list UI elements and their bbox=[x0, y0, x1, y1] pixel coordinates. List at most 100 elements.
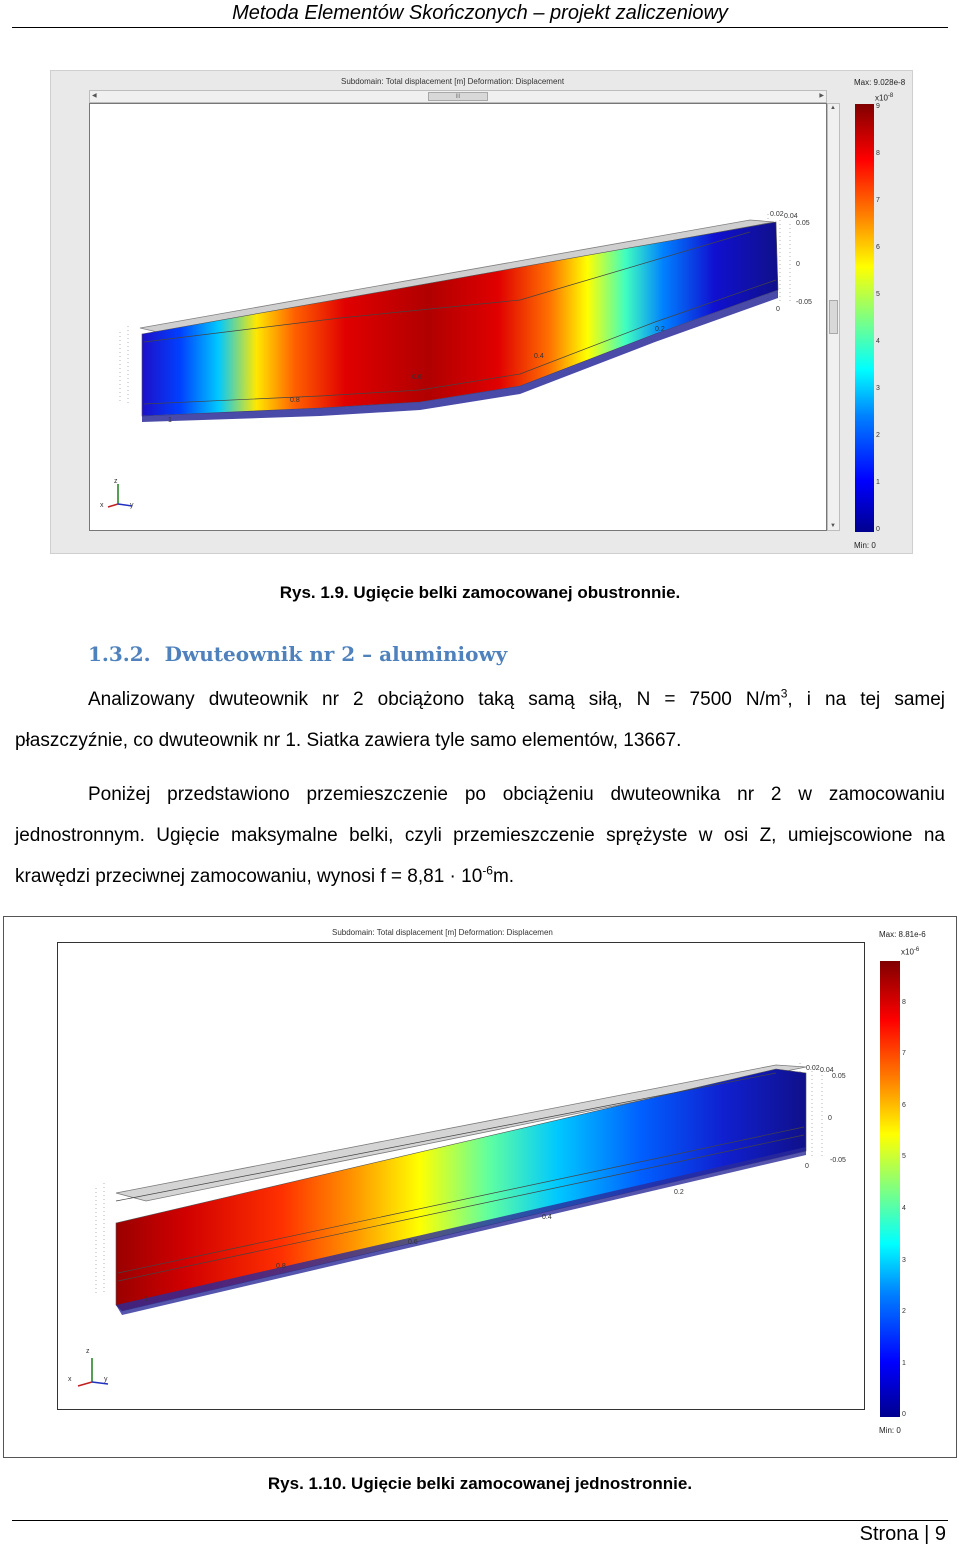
colorbar-tick: 9 bbox=[876, 103, 880, 110]
plot-canvas[interactable]: 1 0.8 0.6 0.4 0.2 0 0.05 0 -0.05 0.04 0.… bbox=[89, 103, 827, 531]
beam-edge-lines bbox=[143, 231, 777, 405]
section-heading: 1.3.2. Dwuteownik nr 2 – aluminiowy bbox=[88, 642, 507, 666]
section-number: 1.3.2. bbox=[88, 642, 151, 666]
beam-label-z1: 0.04 bbox=[820, 1067, 834, 1074]
axis-triad-icon bbox=[107, 484, 133, 508]
colorbar-exponent: x10-8 bbox=[875, 93, 894, 103]
axis-triad-icon bbox=[77, 1358, 109, 1387]
beam-label-z1: 0.04 bbox=[784, 213, 798, 220]
colorbar-min: Min: 0 bbox=[854, 541, 876, 550]
colorbar-tick: 2 bbox=[902, 1308, 906, 1315]
beam-label-x0: 1 bbox=[144, 1296, 148, 1303]
dimension-grid bbox=[119, 214, 791, 406]
beam-render bbox=[95, 1063, 823, 1315]
section-title: Dwuteownik nr 2 – aluminiowy bbox=[164, 642, 508, 666]
page-label: Strona bbox=[859, 1523, 919, 1545]
colorbar-tick: 7 bbox=[876, 197, 880, 204]
colorbar-tick: 4 bbox=[902, 1205, 906, 1212]
colorbar-tick: 5 bbox=[876, 291, 880, 298]
colorbar bbox=[880, 961, 900, 1417]
colorbar-tick: 8 bbox=[876, 150, 880, 157]
page-header: Metoda Elementów Skończonych – projekt z… bbox=[232, 2, 728, 24]
beam-label-x2: 0.6 bbox=[412, 374, 422, 381]
colorbar-tick: 6 bbox=[902, 1102, 906, 1109]
figure-1: Subdomain: Total displacement [m] Deform… bbox=[50, 70, 913, 554]
axis-label-x: x bbox=[100, 502, 104, 509]
beam-label-y3: -0.05 bbox=[796, 299, 812, 306]
horizontal-scrollbar[interactable]: ◀ III ▶ bbox=[89, 90, 827, 103]
scroll-left-icon[interactable]: ◀ bbox=[92, 93, 97, 99]
scroll-down-icon[interactable]: ▼ bbox=[830, 523, 836, 529]
beam-body bbox=[141, 221, 779, 417]
figure-1-caption: Rys. 1.9. Ugięcie belki zamocowanej obus… bbox=[279, 583, 681, 602]
beam-render bbox=[119, 214, 791, 422]
colorbar-tick: 4 bbox=[876, 338, 880, 345]
plot-title: Subdomain: Total displacement [m] Deform… bbox=[341, 77, 565, 86]
scrollbar-thumb[interactable]: III bbox=[428, 92, 488, 101]
paragraph-line: jednostronnym. Ugięcie maksymalne belki,… bbox=[15, 825, 945, 846]
beam-label-x3: 0.4 bbox=[534, 353, 544, 360]
beam-label-y2: 0 bbox=[796, 261, 800, 268]
colorbar bbox=[855, 104, 874, 532]
colorbar-tick: 3 bbox=[902, 1257, 906, 1264]
beam-top-flange bbox=[115, 1064, 807, 1202]
colorbar-tick: 0 bbox=[902, 1411, 906, 1418]
colorbar-tick: 1 bbox=[876, 479, 880, 486]
colorbar-min: Min: 0 bbox=[879, 1426, 901, 1435]
axis-label-y: y bbox=[104, 1376, 108, 1383]
beam-label-x1: 0.8 bbox=[290, 397, 300, 404]
plot-canvas[interactable]: 1 0.8 0.6 0.4 0.2 0 0.05 0 -0.05 0.04 0.… bbox=[57, 942, 865, 1410]
scroll-up-icon[interactable]: ▲ bbox=[830, 105, 836, 111]
colorbar-exponent: x10-6 bbox=[901, 947, 920, 957]
colorbar-tick: 6 bbox=[876, 244, 880, 251]
paragraph-line: Analizowany dwuteownik nr 2 obciążono ta… bbox=[88, 686, 946, 710]
vertical-scrollbar-thumb[interactable] bbox=[829, 300, 838, 334]
beam-bottom-flange bbox=[116, 1147, 806, 1315]
paragraph-line: płaszczyźnie, co dwuteownik nr 1. Siatka… bbox=[15, 730, 682, 751]
colorbar-tick: 0 bbox=[876, 526, 880, 533]
beam-edge-lines bbox=[115, 1072, 805, 1282]
beam-label-y1: 0.05 bbox=[796, 220, 810, 227]
axis-label-z: z bbox=[114, 478, 118, 485]
colorbar-tick: 3 bbox=[876, 385, 880, 392]
beam-bottom-flange bbox=[142, 290, 778, 422]
paragraph-1: Analizowany dwuteownik nr 2 obciążono ta… bbox=[15, 679, 945, 761]
beam-label-x3: 0.4 bbox=[542, 1214, 552, 1221]
page-number: 9 bbox=[934, 1523, 946, 1545]
beam-label-x4: 0.2 bbox=[655, 326, 665, 333]
colorbar-tick: 5 bbox=[902, 1153, 906, 1160]
paragraph-line: krawędzi przeciwnej zamocowaniu, wynosi … bbox=[15, 863, 515, 887]
plot-title: Subdomain: Total displacement [m] Deform… bbox=[332, 928, 553, 937]
beam-label-x2: 0.6 bbox=[408, 1239, 418, 1246]
beam-label-x0: 1 bbox=[168, 417, 172, 424]
colorbar-max: Max: 8.81e-6 bbox=[879, 930, 926, 939]
colorbar-max: Max: 9.028e-8 bbox=[854, 78, 906, 87]
footer-rule bbox=[12, 1520, 948, 1521]
beam-label-x5: 0 bbox=[805, 1163, 809, 1170]
beam-label-x5: 0 bbox=[776, 306, 780, 313]
axis-label-z: z bbox=[86, 1348, 90, 1355]
axis-label-y: y bbox=[130, 502, 134, 509]
beam-label-y2: 0 bbox=[828, 1115, 832, 1122]
colorbar-tick: 7 bbox=[902, 1050, 906, 1057]
page-footer: Strona | 9 bbox=[860, 1523, 946, 1546]
header-rule bbox=[12, 27, 948, 28]
paragraph-line: Poniżej przedstawiono przemieszczenie po… bbox=[88, 784, 945, 805]
colorbar-tick: 2 bbox=[876, 432, 880, 439]
scroll-right-icon[interactable]: ▶ bbox=[819, 93, 824, 99]
beam-label-y3: -0.05 bbox=[830, 1157, 846, 1164]
beam-label-z2: 0.02 bbox=[806, 1065, 820, 1072]
figure-2-caption: Rys. 1.10. Ugięcie belki zamocowanej jed… bbox=[267, 1474, 693, 1493]
colorbar-tick: 1 bbox=[902, 1360, 906, 1367]
beam-body bbox=[115, 1068, 807, 1312]
axis-label-x: x bbox=[68, 1376, 72, 1383]
paragraph-2: Poniżej przedstawiono przemieszczenie po… bbox=[15, 774, 945, 897]
beam-label-y1: 0.05 bbox=[832, 1073, 846, 1080]
vertical-scrollbar[interactable]: ▲ ▼ bbox=[827, 103, 840, 531]
colorbar-tick: 8 bbox=[902, 999, 906, 1006]
figure-2: Subdomain: Total displacement [m] Deform… bbox=[3, 916, 957, 1458]
beam-label-x4: 0.2 bbox=[674, 1189, 684, 1196]
beam-label-x1: 0.8 bbox=[276, 1263, 286, 1270]
beam-label-z2: 0.02 bbox=[770, 211, 784, 218]
page-separator: | bbox=[924, 1523, 930, 1545]
